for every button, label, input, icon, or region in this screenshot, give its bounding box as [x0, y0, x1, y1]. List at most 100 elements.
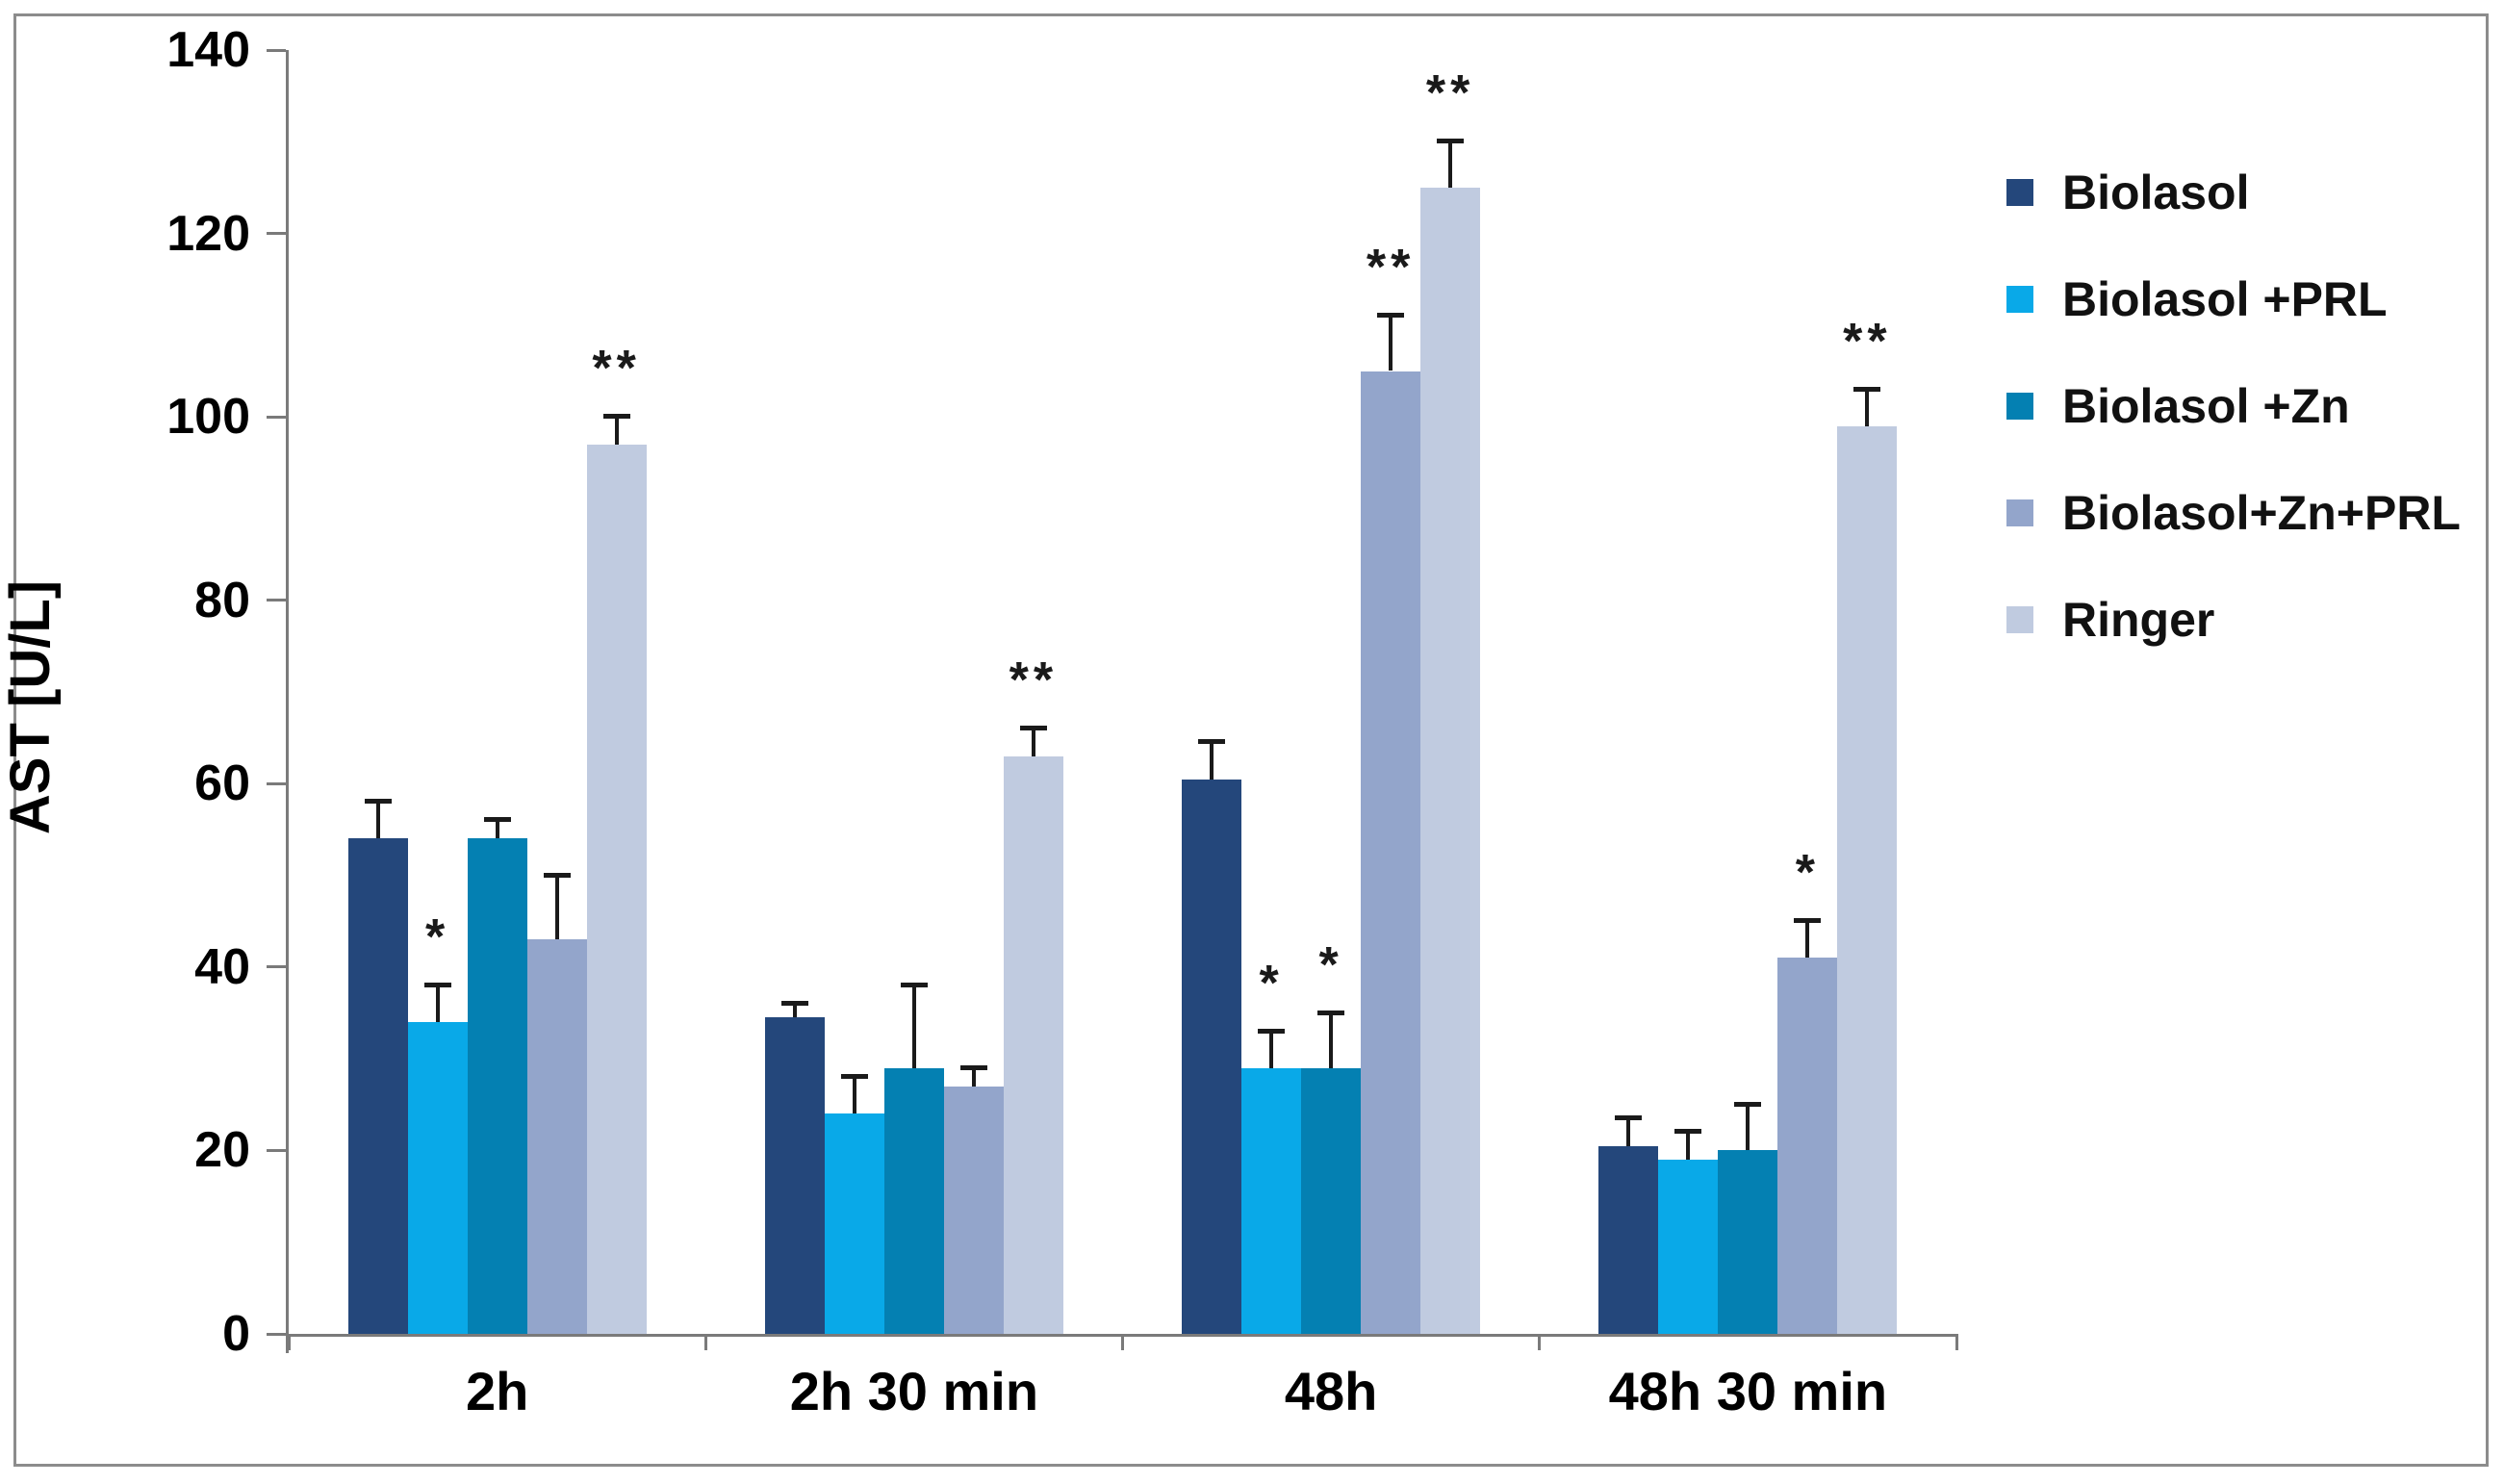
legend-item-biolasol-prl: Biolasol +PRL [2006, 272, 2461, 326]
error-bar-cap [959, 1064, 987, 1070]
y-tick-mark [267, 415, 286, 419]
bar-biolasol-1 [347, 838, 408, 1334]
y-tick-mark [267, 1332, 286, 1336]
x-category-label: 48h [1284, 1361, 1378, 1421]
error-bar-cap [1377, 313, 1405, 319]
y-axis-title: AST [U/L] [0, 579, 62, 835]
error-bar-cap [423, 982, 451, 987]
error-bar-line [1389, 316, 1393, 371]
bar-biolasol-prl-3 [1241, 1067, 1302, 1334]
significance-label: * [1795, 845, 1820, 902]
error-bar-line [971, 1067, 976, 1087]
error-bar-cap [602, 414, 630, 420]
error-bar-line [1448, 141, 1453, 188]
bar-biolasol-prl-1 [407, 1022, 468, 1334]
legend-item-biolasol: Biolasol [2006, 166, 2461, 219]
significance-label: ** [1425, 65, 1475, 122]
error-bar-cap [364, 799, 392, 805]
legend-swatch [2006, 286, 2033, 313]
error-bar-line [1269, 1031, 1274, 1068]
y-tick-label: 140 [166, 22, 250, 78]
error-bar-line [614, 417, 619, 445]
error-bar-cap [1674, 1129, 1702, 1135]
error-bar-line [1210, 742, 1214, 780]
bar-ringer-3 [1420, 187, 1481, 1334]
legend-swatch [2006, 393, 2033, 420]
error-bar-line [1865, 389, 1870, 426]
error-bar-cap [1317, 1010, 1345, 1015]
x-category-label: 2h [465, 1361, 529, 1421]
legend-label: Biolasol +Zn [2062, 379, 2350, 433]
bar-biolasol-4 [1598, 1145, 1659, 1334]
error-bar-cap [900, 982, 928, 987]
legend: Biolasol Biolasol +PRL Biolasol +Zn Biolaso… [2006, 166, 2461, 700]
bar-biolasol-zn-prl-2 [943, 1086, 1004, 1334]
x-tick-mark [1121, 1334, 1124, 1350]
legend-item-biolasol-zn-prl: Biolasol+Zn+PRL [2006, 486, 2461, 540]
error-bar-line [495, 820, 499, 839]
error-bar-line [1329, 1012, 1334, 1068]
legend-item-biolasol-zn: Biolasol +Zn [2006, 379, 2461, 433]
bar-biolasol-prl-2 [824, 1113, 884, 1334]
bar-biolasol-zn-prl-4 [1777, 958, 1838, 1334]
legend-item-ringer: Ringer [2006, 593, 2461, 647]
y-tick-mark [267, 965, 286, 969]
bar-biolasol-zn-3 [1301, 1067, 1362, 1334]
legend-label: Ringer [2062, 593, 2215, 647]
figure-border [13, 13, 2489, 1467]
error-bar-cap [1734, 1101, 1762, 1107]
legend-swatch [2006, 499, 2033, 526]
error-bar-line [911, 985, 916, 1068]
error-bar-cap [483, 817, 511, 823]
y-tick-label: 20 [194, 1122, 250, 1179]
bar-ringer-1 [586, 444, 647, 1334]
x-category-label: 48h 30 min [1608, 1361, 1888, 1421]
y-tick-mark [267, 232, 286, 236]
legend-label: Biolasol +PRL [2062, 272, 2388, 326]
error-bar-cap [543, 872, 571, 878]
error-bar-cap [780, 1000, 808, 1006]
bar-ringer-4 [1837, 425, 1898, 1334]
bar-ringer-2 [1003, 755, 1063, 1334]
error-bar-line [1746, 1104, 1750, 1151]
error-bar-line [852, 1077, 856, 1114]
error-bar-cap [840, 1074, 868, 1080]
y-tick-label: 60 [194, 755, 250, 812]
x-tick-mark [287, 1334, 291, 1350]
error-bar-cap [1794, 918, 1822, 924]
x-tick-mark [1955, 1334, 1958, 1350]
error-bar-cap [1198, 739, 1226, 745]
significance-label: ** [592, 341, 641, 397]
legend-swatch [2006, 606, 2033, 633]
bar-biolasol-zn-4 [1718, 1150, 1778, 1334]
error-bar-line [1626, 1118, 1631, 1146]
plot-area: 0 20 40 60 80 100 120 140 2h 2h 30 min 48h 48h 30 m… [166, 22, 1958, 1421]
y-axis-line [286, 50, 289, 1353]
y-tick-label: 0 [222, 1306, 250, 1362]
error-bar-cap [1853, 386, 1881, 392]
bar-biolasol-2 [764, 1017, 825, 1334]
error-bar-line [1805, 921, 1810, 959]
significance-label: * [1318, 936, 1343, 993]
significance-label: ** [1843, 313, 1892, 370]
bar-biolasol-zn-1 [467, 838, 527, 1334]
significance-label: ** [1009, 652, 1059, 709]
legend-label: Biolasol+Zn+PRL [2062, 486, 2461, 540]
y-tick-mark [267, 599, 286, 602]
significance-label: * [425, 908, 450, 965]
error-bar-cap [1258, 1028, 1286, 1034]
bar-biolasol-prl-4 [1658, 1159, 1719, 1334]
error-bar-line [1031, 729, 1035, 756]
legend-label: Biolasol [2062, 166, 2250, 219]
x-tick-mark [1538, 1334, 1542, 1350]
legend-swatch [2006, 179, 2033, 206]
y-tick-label: 100 [166, 389, 250, 446]
y-tick-mark [267, 1148, 286, 1152]
significance-label: ** [1366, 240, 1416, 296]
error-bar-line [435, 985, 440, 1023]
error-bar-line [554, 875, 559, 940]
error-bar-cap [1437, 139, 1465, 144]
bar-biolasol-zn-2 [883, 1067, 944, 1334]
error-bar-line [792, 1003, 797, 1018]
